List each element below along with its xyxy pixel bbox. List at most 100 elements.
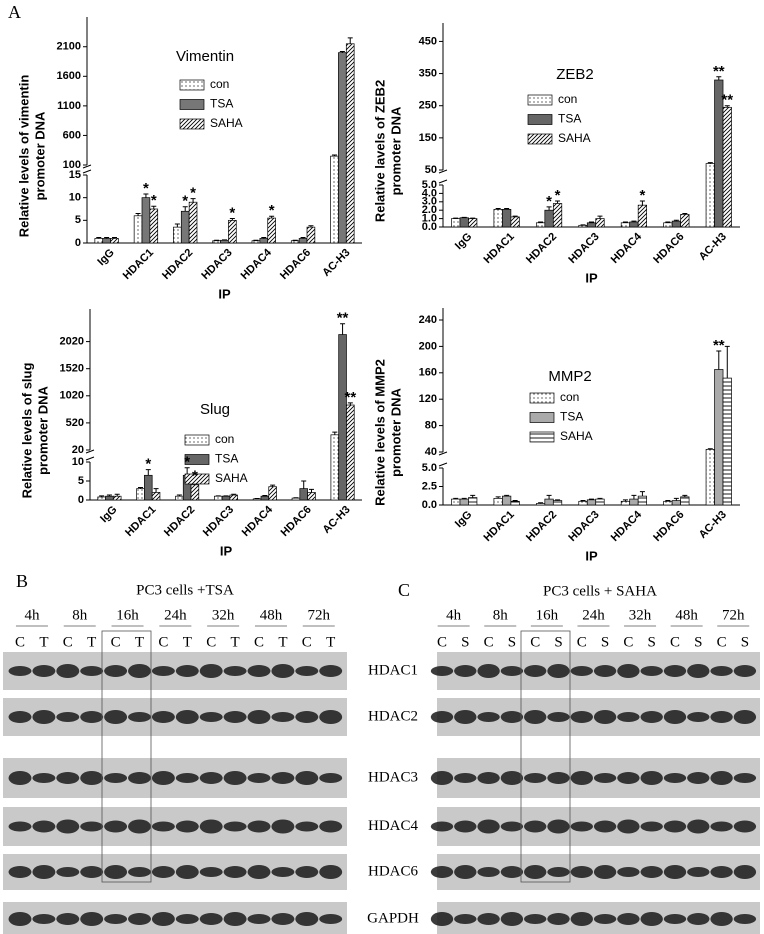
- x-tick-label: IgG: [453, 509, 474, 530]
- lane-label: C: [670, 634, 680, 650]
- error-bar: [597, 215, 603, 219]
- axis-break: [82, 164, 92, 174]
- y-tick-label: 2020: [60, 336, 84, 348]
- error-bar: [332, 431, 338, 435]
- y-tick-label: 160: [419, 367, 437, 379]
- legend-swatch: [184, 434, 210, 446]
- bar: [468, 218, 478, 228]
- blot-band: [570, 912, 593, 926]
- error-bar: [332, 154, 337, 157]
- legend-swatch: [529, 431, 555, 443]
- y-tick-label: 150: [419, 132, 437, 144]
- bar: [714, 369, 724, 506]
- x-tick-label: HDAC4: [609, 508, 645, 544]
- blot-band: [454, 773, 477, 783]
- time-label: 48h: [675, 607, 698, 623]
- bar: [112, 495, 122, 501]
- error-bar: [99, 495, 105, 497]
- blot-band: [80, 866, 104, 878]
- blot-band: [271, 772, 295, 784]
- y-tick-label: 1520: [60, 363, 84, 375]
- x-tick-label: AC-H3: [697, 231, 729, 263]
- error-bar: [665, 500, 671, 502]
- y-tick-label: 10: [69, 192, 81, 204]
- bar: [586, 222, 597, 228]
- legend-label: TSA: [215, 452, 238, 466]
- y-tick-label: 5.0: [422, 462, 437, 474]
- y-tick-label: 350: [419, 67, 437, 79]
- error-bar: [716, 350, 722, 370]
- time-label: 24h: [582, 607, 605, 623]
- y-axis-label: Relative levels of MMP2: [372, 359, 387, 506]
- blot-band: [687, 867, 710, 877]
- bar: [338, 52, 347, 244]
- blot-band: [175, 773, 199, 783]
- error-bar: [555, 499, 561, 501]
- bar: [705, 449, 715, 506]
- lane-label: T: [183, 634, 192, 650]
- error-bar: [724, 345, 730, 379]
- error-bar: [546, 206, 552, 211]
- error-bar: [153, 488, 159, 493]
- x-tick-label: HDAC4: [609, 230, 645, 266]
- y-tick-label: 5: [75, 214, 81, 226]
- blot-band: [570, 666, 593, 676]
- blot-band: [547, 712, 570, 722]
- blot-band: [477, 664, 500, 678]
- blot-band: [663, 710, 687, 724]
- bar: [338, 334, 347, 501]
- time-label: 32h: [212, 607, 235, 623]
- blot-title: PC3 cells + SAHA: [543, 583, 657, 599]
- bar: [259, 238, 269, 244]
- error-bar: [262, 494, 268, 497]
- blot-band: [247, 665, 271, 677]
- blot-band: [151, 771, 175, 785]
- blot-band: [500, 711, 524, 723]
- y-tick-label: 200: [419, 340, 437, 352]
- lane-label: C: [717, 634, 727, 650]
- legend-swatch: [527, 133, 553, 145]
- blot-band: [32, 820, 56, 833]
- blot-band: [8, 821, 32, 832]
- lane-label: C: [15, 634, 25, 650]
- blot-band: [175, 710, 199, 724]
- lane-label: T: [39, 634, 48, 650]
- lane-label: T: [278, 634, 287, 650]
- blot-band: [733, 820, 757, 833]
- blot-band: [617, 772, 640, 784]
- blot-band: [710, 866, 733, 878]
- blot-band: [640, 666, 663, 676]
- blot-band: [593, 773, 617, 783]
- blot-band: [524, 865, 547, 879]
- bar: [535, 503, 546, 506]
- y-tick-label: 4.0: [422, 187, 437, 199]
- blot-band: [104, 865, 128, 879]
- blot-band: [454, 710, 477, 724]
- bar: [307, 492, 316, 501]
- bar: [468, 497, 478, 506]
- blot-band: [430, 912, 454, 926]
- x-tick-label: HDAC4: [239, 246, 275, 282]
- blot-band: [8, 912, 32, 926]
- blot-band: [640, 821, 663, 832]
- error-bar: [300, 237, 306, 239]
- chart-title: ZEB2: [556, 66, 594, 83]
- blot-band: [710, 666, 733, 676]
- blot-band: [319, 820, 343, 833]
- x-axis-label: IP: [218, 286, 231, 301]
- lane-label: T: [326, 634, 335, 650]
- legend-label: SAHA: [215, 471, 248, 485]
- y-tick-label: 520: [66, 417, 84, 429]
- bar: [544, 498, 554, 506]
- bar: [136, 488, 145, 501]
- x-tick-label: HDAC1: [121, 247, 156, 282]
- bar: [105, 495, 114, 501]
- legend-label: con: [210, 77, 229, 91]
- x-tick-label: HDAC6: [278, 247, 313, 282]
- blot-band: [687, 664, 710, 678]
- error-bar: [580, 500, 586, 502]
- blot-band: [295, 866, 319, 878]
- y-tick-label: 120: [419, 393, 437, 405]
- bar: [722, 377, 732, 506]
